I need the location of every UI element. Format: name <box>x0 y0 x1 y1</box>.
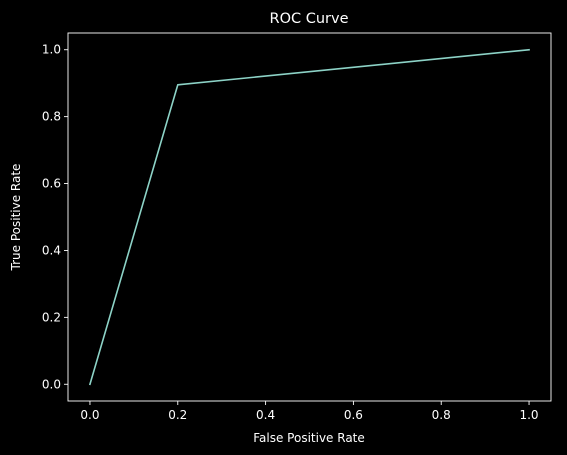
y-tick-label: 0.8 <box>42 110 61 124</box>
axes-frame <box>67 32 552 402</box>
y-tick-label: 0.0 <box>42 377 61 391</box>
chart-title: ROC Curve <box>270 11 349 27</box>
y-tick-label: 0.2 <box>42 310 61 324</box>
plot-area: 0.0 0.2 0.4 0.6 0.8 1.0 0.0 0.2 0.4 0.6 0.8 1.0 <box>42 32 552 422</box>
x-tick-label: 0.2 <box>168 408 187 422</box>
x-tick-label: 0.6 <box>344 408 363 422</box>
x-tick-label: 0.0 <box>80 408 99 422</box>
x-tick-label: 0.8 <box>432 408 451 422</box>
x-tick-label: 1.0 <box>519 408 538 422</box>
series-line-0 <box>88 48 530 386</box>
x-axis-label: False Positive Rate <box>253 431 365 445</box>
y-tick-label: 0.6 <box>42 177 61 191</box>
y-tick-label: 0.4 <box>42 243 61 257</box>
x-tick-label: 0.4 <box>256 408 275 422</box>
y-axis-label: True Positive Rate <box>9 164 23 272</box>
y-tick-label: 1.0 <box>42 43 61 57</box>
